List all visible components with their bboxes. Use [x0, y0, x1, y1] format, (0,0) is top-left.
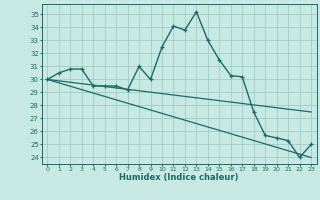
X-axis label: Humidex (Indice chaleur): Humidex (Indice chaleur) — [119, 173, 239, 182]
